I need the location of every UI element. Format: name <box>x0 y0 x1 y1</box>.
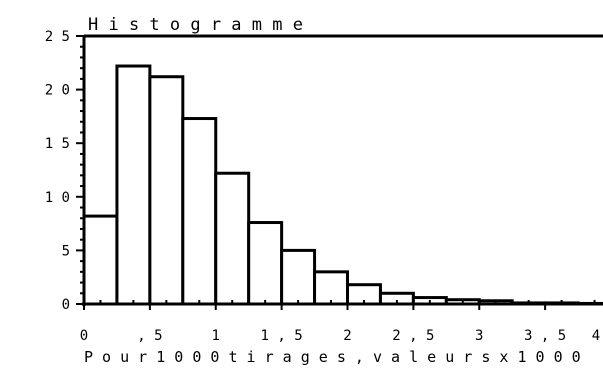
histogram-bar <box>148 75 185 306</box>
x-tick-label: 1 , 5 <box>261 328 303 344</box>
x-tick-label: 2 , 5 <box>392 328 434 344</box>
histogram-bar <box>247 221 284 306</box>
chart-title: H i s t o g r a m m e <box>88 15 303 35</box>
x-tick-label: 4 <box>592 328 600 344</box>
y-tick-label: 1 5 <box>45 136 70 152</box>
x-tick-label: 2 <box>343 328 351 344</box>
y-tick-label: 2 0 <box>45 83 70 99</box>
histogram-bar <box>313 270 349 306</box>
x-tick-label: 3 <box>475 328 483 344</box>
labels-layer: H i s t o g r a m m e P o u r 1 0 0 0 t … <box>45 15 601 366</box>
y-tick-label: 5 <box>62 243 70 259</box>
y-tick-label: 2 5 <box>45 29 70 45</box>
y-tick-label: 1 0 <box>45 190 70 206</box>
axes-layer <box>76 34 603 310</box>
histogram-bar <box>214 171 251 306</box>
y-tick-label: 0 <box>62 297 70 313</box>
x-tick-label: 1 <box>212 328 220 344</box>
x-tick-label: , 5 <box>137 328 162 344</box>
bars-layer <box>82 64 603 306</box>
histogram-bar <box>280 248 317 306</box>
x-axis-label: P o u r 1 0 0 0 t i r a g e s , v a l e … <box>84 348 581 366</box>
histogram-bar <box>82 214 119 306</box>
histogram-bar <box>181 117 218 306</box>
x-tick-label: 0 <box>80 328 88 344</box>
x-tick-label: 3 , 5 <box>524 328 566 344</box>
histogram-bar <box>115 64 152 306</box>
